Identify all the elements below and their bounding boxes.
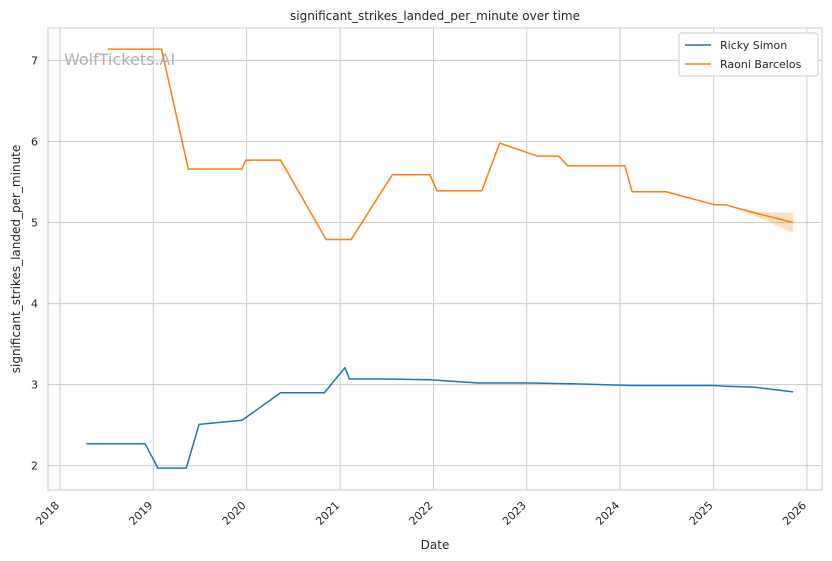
legend: Ricky Simon Raoni Barcelos bbox=[678, 32, 819, 77]
y-tick-label: 5 bbox=[31, 217, 38, 230]
y-tick-label: 2 bbox=[31, 460, 38, 473]
y-tick-label: 6 bbox=[31, 135, 38, 148]
grid bbox=[48, 28, 822, 490]
y-axis-label: significant_strikes_landed_per_minute bbox=[9, 145, 23, 374]
legend-label-raoni-barcelos: Raoni Barcelos bbox=[720, 58, 802, 71]
y-tick-label: 3 bbox=[31, 379, 38, 392]
y-tick-label: 7 bbox=[31, 54, 38, 67]
legend-box bbox=[678, 32, 819, 77]
legend-label-ricky-simon: Ricky Simon bbox=[720, 39, 787, 52]
y-tick-labels: 2 3 4 5 6 7 bbox=[31, 54, 38, 472]
chart-title: significant_strikes_landed_per_minute ov… bbox=[290, 9, 580, 23]
plot-frame bbox=[47, 27, 823, 491]
series-line-raoni-barcelos bbox=[107, 48, 794, 241]
y-tick-label: 4 bbox=[31, 298, 38, 311]
watermark: WolfTickets.AI bbox=[64, 50, 175, 69]
series-lines bbox=[86, 48, 794, 469]
x-axis-label: Date bbox=[421, 538, 450, 552]
series-line-ricky-simon bbox=[86, 366, 794, 469]
